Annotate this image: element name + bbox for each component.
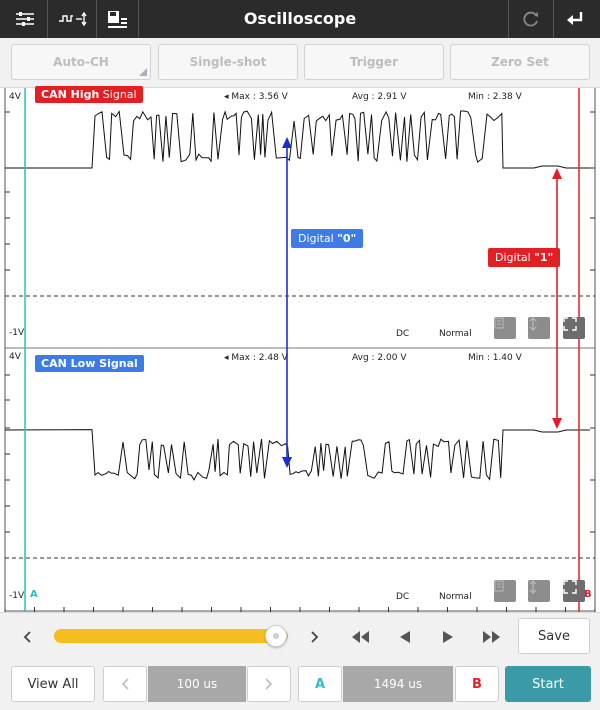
- can-low-label: CAN Low Signal: [35, 355, 144, 372]
- page-title: Oscilloscope: [243, 9, 357, 28]
- step-back-icon[interactable]: [390, 625, 420, 649]
- can-low-label-main: CAN Low Signal: [41, 357, 138, 370]
- ch1-fullscreen-icon[interactable]: [563, 317, 585, 339]
- bottom-toolbar: View All 100 us A 1494 us B Start: [0, 660, 600, 710]
- time-decrease-button[interactable]: [103, 666, 147, 702]
- auto-ch-button[interactable]: Auto-CH: [11, 44, 151, 80]
- ch1-menu-icon[interactable]: [494, 317, 516, 339]
- digital-1-callout: Digital "1": [488, 248, 561, 267]
- timeline-slider[interactable]: [54, 629, 288, 643]
- ch2-fullscreen-icon[interactable]: [563, 580, 585, 602]
- can-high-label: CAN High Signal: [35, 86, 143, 103]
- ch1-mode: Normal: [439, 329, 472, 339]
- timeline-bar: Save: [0, 612, 600, 660]
- chevron-right-icon: [265, 678, 273, 690]
- timeline-slider-thumb[interactable]: [265, 625, 288, 647]
- ch1-top-scale: 4V: [9, 92, 21, 102]
- ch1-vertical-scale-icon[interactable]: [528, 317, 550, 339]
- can-high-label-rest: Signal: [99, 88, 137, 101]
- ch2-menu-icon[interactable]: [494, 580, 516, 602]
- ch2-bottom-scale: -1V: [9, 591, 25, 601]
- digital-1-prefix: Digital: [495, 251, 535, 264]
- settings-sliders-icon[interactable]: [12, 6, 38, 32]
- ch1-bottom-scale: -1V: [9, 328, 25, 338]
- single-shot-button[interactable]: Single-shot: [158, 44, 298, 80]
- step-forward-icon[interactable]: [433, 625, 463, 649]
- ch1-max: ◂ Max : 3.56 V: [224, 92, 288, 102]
- trigger-label: Trigger: [349, 55, 399, 69]
- digital-0-callout: Digital "0": [291, 229, 364, 248]
- ch2-top-scale: 4V: [9, 352, 21, 362]
- ch2-vertical-scale-icon[interactable]: [528, 580, 550, 602]
- can-low-waveform: [4, 429, 590, 481]
- cursor-b-tag[interactable]: B: [584, 589, 592, 600]
- single-shot-label: Single-shot: [189, 55, 267, 69]
- fast-forward-icon[interactable]: [476, 625, 506, 649]
- waveform-icon[interactable]: [56, 6, 90, 32]
- cursor-a-tag[interactable]: A: [30, 589, 38, 600]
- chevron-right-icon[interactable]: [300, 625, 330, 649]
- auto-ch-label: Auto-CH: [53, 55, 109, 69]
- can-high-waveform: [5, 110, 590, 169]
- ch1-avg: Avg : 2.91 V: [352, 92, 407, 102]
- ch1-max-value: Max : 3.56 V: [231, 92, 288, 102]
- zero-set-button[interactable]: Zero Set: [450, 44, 590, 80]
- digital-1-value: "1": [534, 251, 554, 264]
- dropdown-corner-icon: [139, 68, 147, 76]
- cursor-delta-value: 1494 us: [343, 666, 453, 702]
- ch1-coupling: DC: [396, 329, 410, 339]
- waveform-canvas: [4, 88, 596, 612]
- trigger-button[interactable]: Trigger: [304, 44, 444, 80]
- digital-0-prefix: Digital: [298, 232, 338, 245]
- ch1-min: Min : 2.38 V: [468, 92, 522, 102]
- chevron-left-icon: [121, 678, 129, 690]
- can-high-label-main: CAN High: [41, 88, 100, 101]
- ch2-mode: Normal: [439, 592, 472, 602]
- ch2-avg: Avg : 2.00 V: [352, 353, 407, 363]
- chevron-left-icon[interactable]: [12, 625, 42, 649]
- save-button[interactable]: Save: [518, 618, 590, 654]
- mode-toolbar: Auto-CH Single-shot Trigger Zero Set: [0, 38, 600, 88]
- ch2-max: ◂ Max : 2.48 V: [224, 353, 288, 363]
- cursor-b-button[interactable]: B: [455, 666, 499, 702]
- digital-0-value: "0": [337, 232, 357, 245]
- save-list-icon[interactable]: [104, 6, 130, 32]
- ch2-coupling: DC: [396, 592, 410, 602]
- oscilloscope-display: 4V CAN High Signal ◂ Max : 3.56 V Avg : …: [0, 86, 600, 612]
- start-button[interactable]: Start: [505, 666, 591, 702]
- title-bar: Oscilloscope: [0, 0, 600, 38]
- time-division-value: 100 us: [148, 666, 246, 702]
- refresh-icon[interactable]: [518, 6, 544, 32]
- ch2-max-value: Max : 2.48 V: [231, 353, 288, 363]
- view-all-button[interactable]: View All: [11, 666, 95, 702]
- cursor-a-button[interactable]: A: [298, 666, 342, 702]
- fast-rewind-icon[interactable]: [346, 625, 376, 649]
- return-icon[interactable]: [562, 6, 588, 32]
- zero-set-label: Zero Set: [491, 55, 549, 69]
- ch2-min: Min : 1.40 V: [468, 353, 522, 363]
- time-increase-button[interactable]: [247, 666, 291, 702]
